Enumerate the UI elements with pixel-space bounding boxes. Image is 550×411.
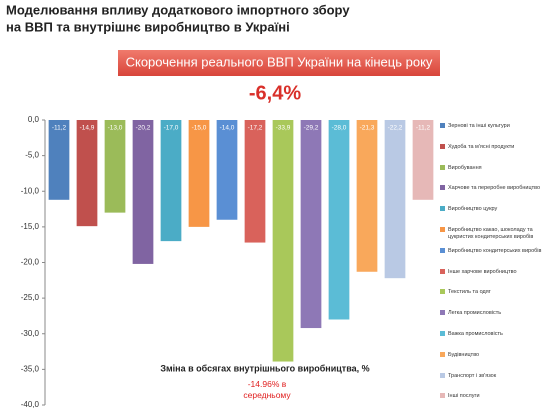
legend-entry: Інші послуги <box>440 393 548 400</box>
bar <box>328 120 350 320</box>
legend-swatch <box>440 227 445 232</box>
bar <box>272 120 294 362</box>
legend-label: Виробництво цукру <box>448 206 498 213</box>
value-label: -20,2 <box>136 125 151 132</box>
bar <box>132 120 154 264</box>
legend-swatch <box>440 372 445 378</box>
bar <box>300 120 322 329</box>
legend-swatch <box>440 164 445 170</box>
value-label: -21,3 <box>360 125 375 132</box>
legend-entry: Текстиль та одяг <box>440 289 548 296</box>
legend-label: Інші послуги <box>448 393 480 400</box>
y-tick-label: -25,0 <box>21 293 40 302</box>
y-tick-label: -30,0 <box>21 329 40 338</box>
legend-entry: Харчове та переробне виробництво <box>440 185 548 192</box>
y-tick-label: -5,0 <box>25 151 39 160</box>
legend-entry: Виробництво цукру <box>440 206 548 213</box>
value-label: -11,2 <box>416 125 431 132</box>
subtitle-box <box>118 50 440 76</box>
y-tick-label: -40,0 <box>21 400 40 409</box>
subtitle: Скорочення реального ВВП України на кіне… <box>126 54 433 69</box>
legend-label: Транспорт і зв'язок <box>448 372 497 379</box>
y-tick-label: -20,0 <box>21 258 40 267</box>
legend-label: Легка промисловість <box>448 310 502 317</box>
bar <box>412 120 434 200</box>
legend-swatch <box>440 289 445 295</box>
y-tick-label: -15,0 <box>21 222 40 231</box>
legend-swatch <box>440 310 445 316</box>
title: Моделювання впливу додаткового імпортног… <box>6 2 350 17</box>
legend-swatch <box>440 247 445 253</box>
legend-label: Виробництво кондитерських виробів <box>448 247 542 254</box>
legend-label: Будівництво <box>448 351 480 358</box>
legend-swatch <box>440 351 445 357</box>
legend-swatch <box>440 393 445 399</box>
legend-entry: Інше харчове виробництво <box>440 268 548 276</box>
bar <box>76 120 98 227</box>
bar <box>188 120 210 227</box>
y-tick-label: -10,0 <box>21 186 40 195</box>
legend-swatch <box>440 143 445 149</box>
legend-entry: Зернові та інші культури <box>440 123 548 130</box>
bar <box>104 120 126 213</box>
headline: -6,4% <box>249 82 301 104</box>
value-label: -29,2 <box>304 125 319 132</box>
bar <box>216 120 238 220</box>
y-tick-label: 0,0 <box>28 115 40 124</box>
legend-entry: Виробництво кондитерських виробів <box>440 247 548 255</box>
legend-entry: Важка промисловість <box>440 331 548 338</box>
legend-swatch <box>440 206 445 212</box>
legend-label: Зернові та інші культури <box>448 123 510 129</box>
legend-label: Виробництво какао, шоколаду та цукристих… <box>448 227 534 240</box>
legend-label: Виробування <box>448 164 482 171</box>
bar <box>384 120 406 279</box>
value-label: -28,0 <box>332 125 347 132</box>
legend-entry: Транспорт і зв'язок <box>440 372 548 380</box>
legend-entry: Виробництво какао, шоколаду та цукристих… <box>440 227 548 240</box>
value-label: -11,2 <box>52 125 67 132</box>
legend-label: Важка промисловість <box>448 331 503 337</box>
legend-label: Харчове та переробне виробництво <box>448 185 541 192</box>
value-label: -14,9 <box>80 125 95 132</box>
legend-label: Інше харчове виробництво <box>448 268 517 275</box>
legend-entry: Будівництво <box>440 351 548 359</box>
legend-entry: Худоба та м'ясні продукти <box>440 143 548 151</box>
value-label: -17,0 <box>164 125 179 132</box>
legend-swatch <box>440 123 445 128</box>
legend-swatch <box>440 268 445 274</box>
bar <box>356 120 378 272</box>
value-label: -22,2 <box>388 125 403 132</box>
value-label: -13,0 <box>108 125 123 132</box>
bar <box>244 120 266 243</box>
bar <box>48 120 70 200</box>
legend-entry: Виробування <box>440 164 548 172</box>
legend-swatch <box>440 185 445 191</box>
legend-label: Худоба та м'ясні продукти <box>448 143 515 150</box>
legend-entry: Легка промисловість <box>440 310 548 317</box>
bar <box>160 120 182 242</box>
title: на ВВП та внутрішнє виробництво в Україн… <box>6 19 290 34</box>
y-tick-label: -35,0 <box>21 364 40 373</box>
legend-label: Текстиль та одяг <box>448 289 491 296</box>
average-note: -14.96% в середньому <box>232 379 302 401</box>
value-label: -14,0 <box>220 125 235 132</box>
value-label: -33,9 <box>276 125 291 132</box>
legend-swatch <box>440 331 445 336</box>
value-label: -17,2 <box>248 125 263 132</box>
annotation: Зміна в обсягах внутрішнього виробництва… <box>160 363 369 373</box>
value-label: -15,0 <box>192 125 207 132</box>
